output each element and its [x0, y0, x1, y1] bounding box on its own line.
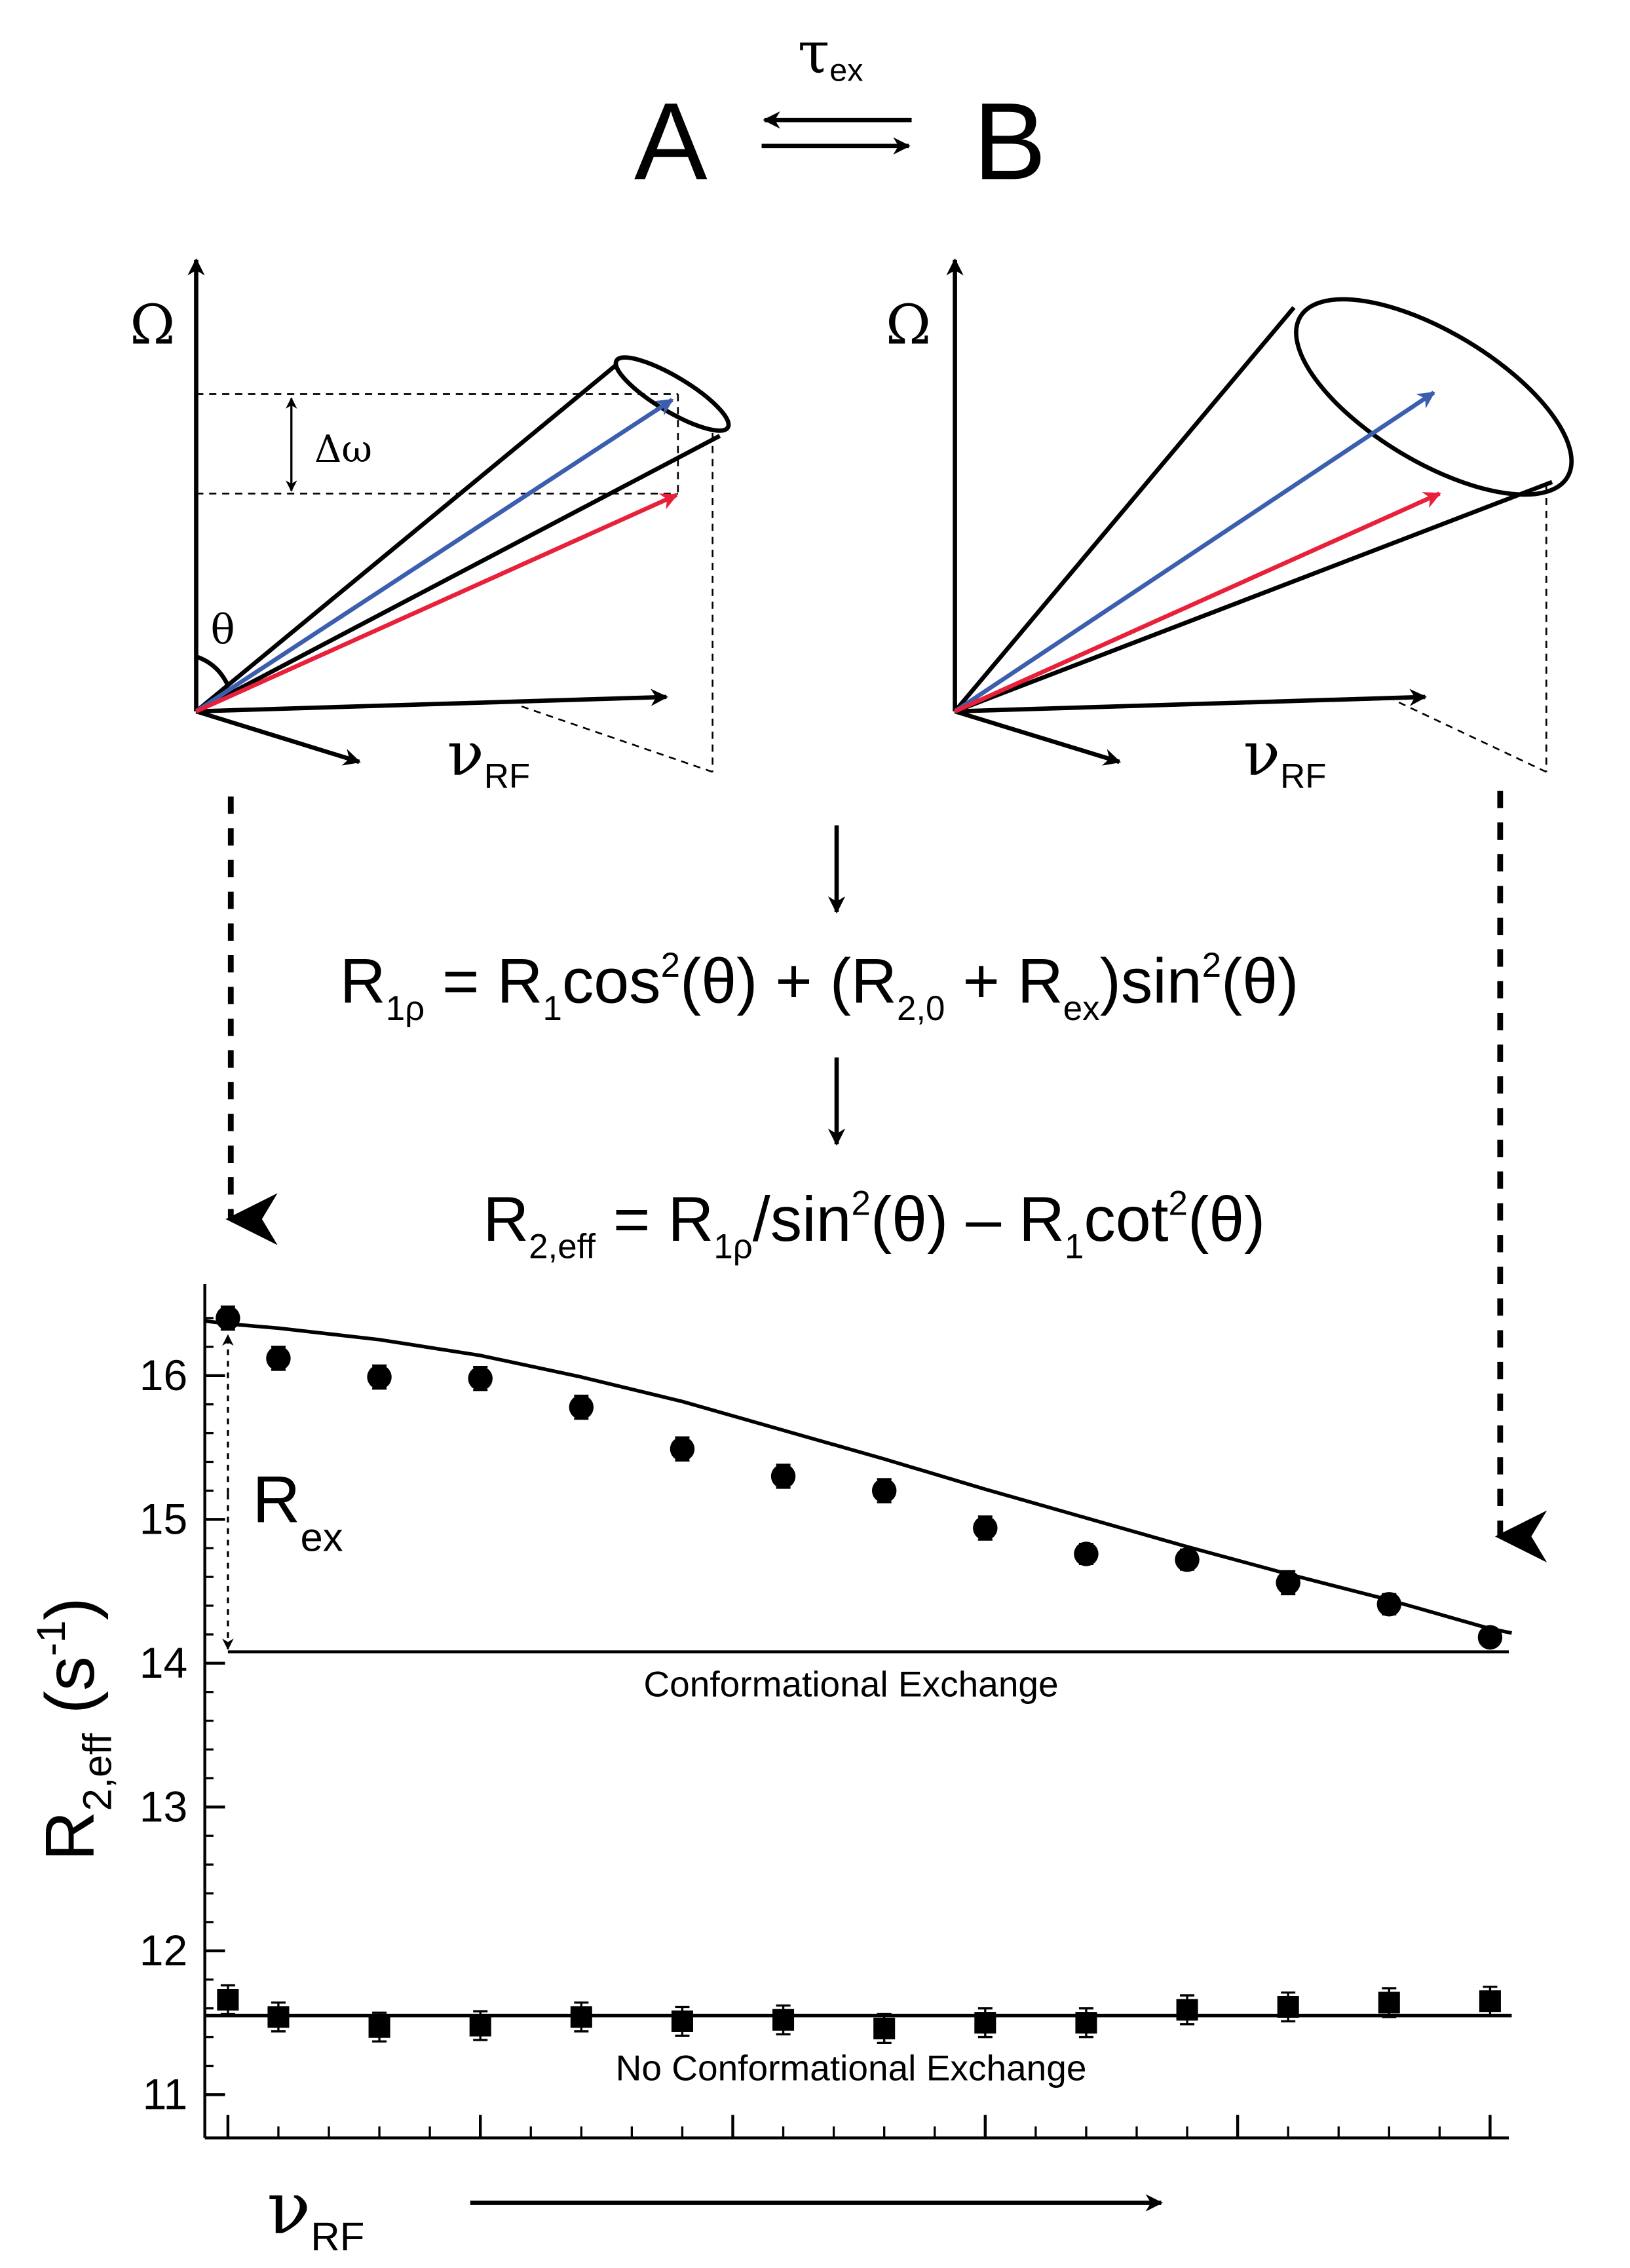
omega-label: Ω — [130, 292, 175, 356]
no-exchange-data-point — [217, 1988, 239, 2011]
blue-vector — [195, 398, 674, 713]
no-exchange-data-point — [1075, 2012, 1097, 2034]
exchange-data-point — [1477, 1625, 1503, 1650]
no-exchange-data-point — [974, 2012, 996, 2034]
state-a-label: A — [634, 81, 708, 202]
exchange-data-point — [266, 1346, 291, 1371]
series-label-no-conformational-exchange: No Conformational Exchange — [616, 2047, 1087, 2088]
cone-upper-edge — [953, 306, 1296, 713]
no-exchange-data-point — [1378, 1992, 1400, 2014]
nu-rf-label: νRF — [1243, 719, 1327, 796]
r2eff-chart: 11 12 13 14 15 16 R2,eff (s-1) νRF Rex Confor… — [29, 1283, 1512, 2259]
y-tick-label: 15 — [140, 1494, 187, 1543]
red-vector — [954, 491, 1441, 713]
nu-rf-label: νRF — [447, 719, 531, 796]
r1rho-equation: R1ρ = R1cos2(θ) + (R2,0 + Rex)sin2(θ) — [340, 945, 1299, 1028]
no-exchange-data-point — [772, 2009, 795, 2031]
exchange-data-point — [1276, 1570, 1300, 1595]
exchange-data-point — [216, 1306, 240, 1331]
y-ticks: 11 12 13 14 15 16 — [140, 1317, 225, 2118]
no-exchange-data-point — [873, 2017, 896, 2039]
red-vector — [195, 493, 679, 713]
no-exchange-data-point — [1479, 1990, 1501, 2013]
series-label-conformational-exchange: Conformational Exchange — [643, 1664, 1058, 1705]
tau-ex-symbol: τex — [798, 18, 863, 88]
exchange-data-point — [1074, 1541, 1099, 1566]
exchange-fit-curve — [204, 1319, 1512, 1635]
exchange-equilibrium: τex A B — [634, 18, 1046, 202]
cone-rim — [1294, 297, 1574, 497]
no-exchange-data-point — [1277, 1995, 1299, 2018]
y-axis — [195, 709, 361, 766]
r2eff-equation: R2,eff = R1ρ/sin2(θ) – R1cot2(θ) — [483, 1183, 1265, 1266]
delta-omega-label: Δω — [314, 428, 372, 471]
y-tick-label: 13 — [140, 1782, 187, 1830]
exchange-data-point — [569, 1395, 594, 1420]
blue-vector — [953, 390, 1435, 713]
exchange-data-point — [367, 1365, 392, 1389]
cone-upper-edge — [195, 363, 618, 713]
exchange-data-point — [670, 1437, 695, 1462]
exchange-data-point — [1175, 1547, 1200, 1572]
floor-guide-line — [1393, 699, 1547, 773]
y-tick-label: 16 — [140, 1351, 187, 1399]
x-axis — [955, 689, 1427, 714]
y-tick-label: 14 — [140, 1638, 187, 1687]
exchange-data-point — [1376, 1592, 1402, 1617]
no-exchange-data-point — [570, 2006, 592, 2028]
floor-guide-line — [519, 704, 713, 773]
y-axis — [954, 709, 1122, 766]
left-vector-diagram: Ω νRF Δω θ — [130, 258, 731, 796]
theta-arc — [195, 654, 230, 687]
state-b-label: B — [973, 81, 1046, 202]
no-exchange-data-point — [267, 2006, 290, 2028]
exchange-data-point — [871, 1478, 897, 1503]
theta-label: θ — [210, 606, 235, 653]
exchange-data-point — [468, 1366, 493, 1391]
exchange-data-point — [973, 1515, 998, 1541]
chart-series — [204, 1305, 1512, 2045]
cone-lower-edge — [195, 434, 721, 713]
rex-label: Rex — [252, 1462, 343, 1560]
no-exchange-data-point — [1176, 1999, 1198, 2021]
omega-label: Ω — [886, 292, 931, 356]
y-axis-label: R2,eff (s-1) — [29, 1597, 120, 1861]
no-exchange-data-point — [469, 2014, 491, 2037]
right-vector-diagram: Ω νRF — [886, 258, 1574, 796]
x-ticks — [226, 2115, 1492, 2138]
no-exchange-data-point — [368, 2016, 390, 2038]
y-tick-label: 12 — [140, 1926, 187, 1975]
cone-lower-edge — [954, 480, 1553, 713]
no-exchange-data-point — [671, 2010, 693, 2032]
y-tick-label: 11 — [143, 2070, 188, 2118]
x-axis-label: νRF — [267, 2166, 364, 2259]
x-axis — [196, 689, 668, 714]
exchange-data-point — [770, 1464, 796, 1489]
